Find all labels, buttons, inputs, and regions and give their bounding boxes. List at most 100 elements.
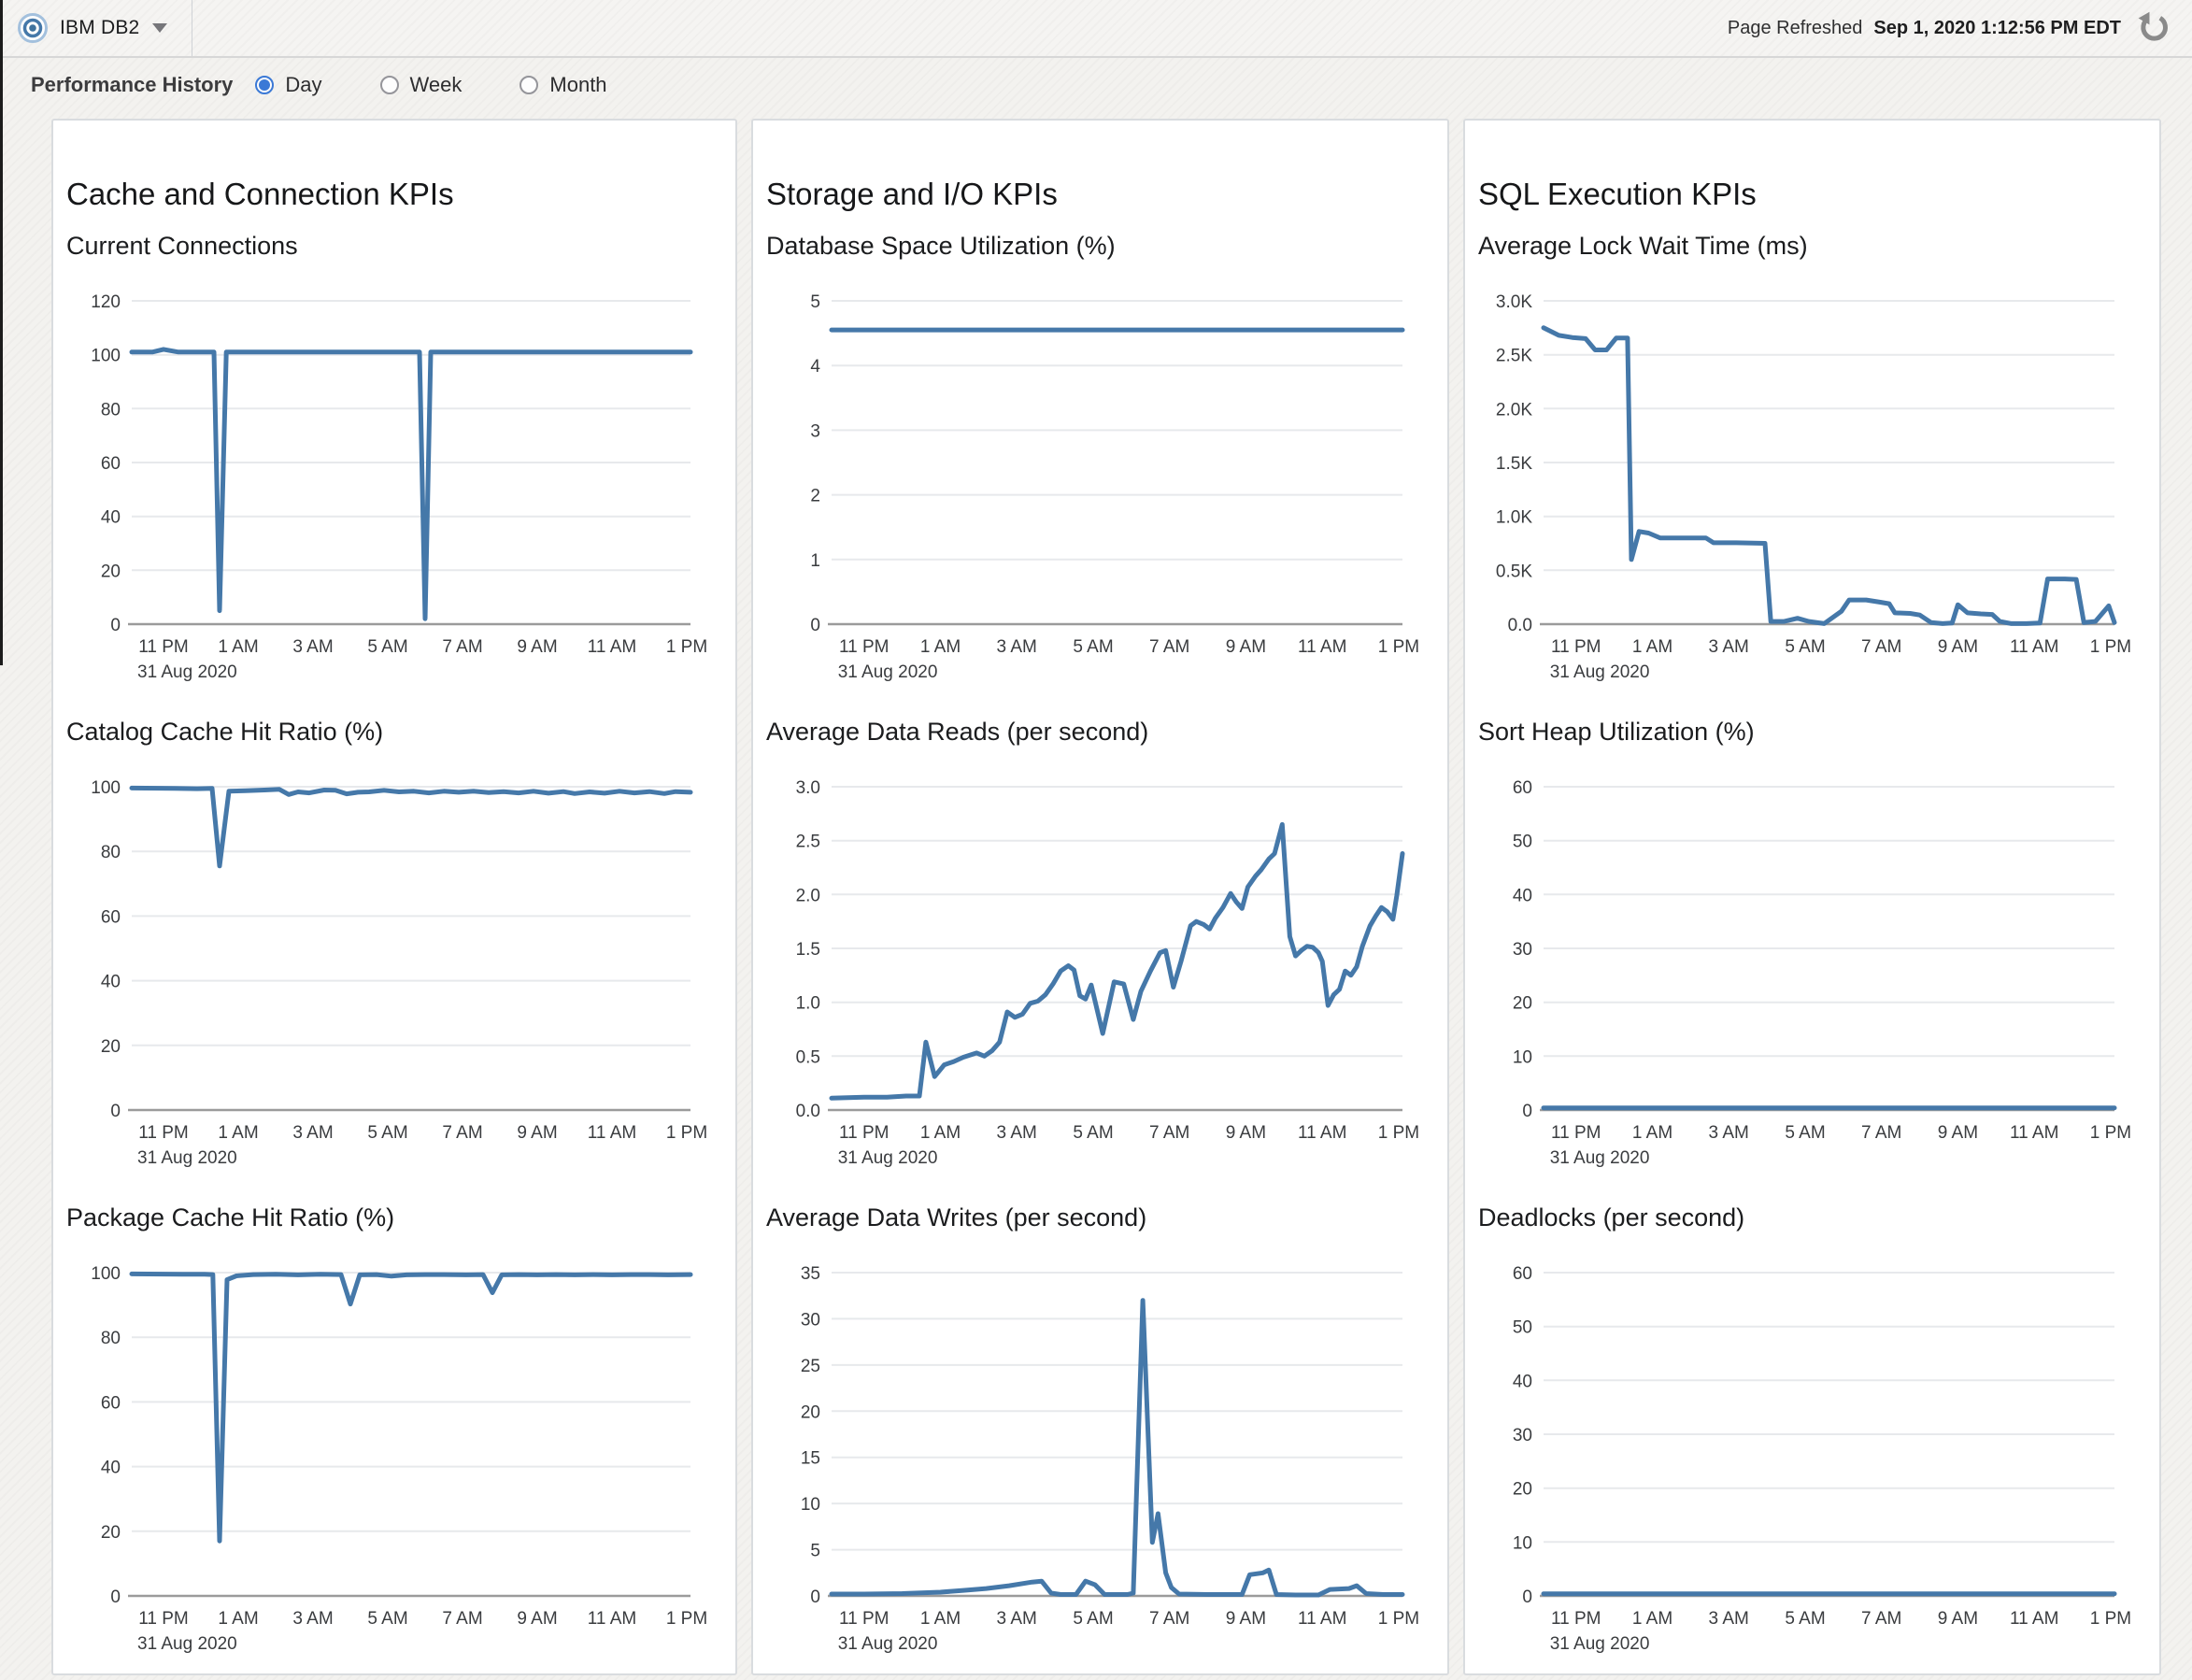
svg-text:80: 80 — [101, 843, 121, 862]
svg-text:1 PM: 1 PM — [1378, 1123, 1419, 1143]
svg-text:1 PM: 1 PM — [1378, 637, 1419, 657]
svg-text:3 AM: 3 AM — [292, 1123, 333, 1143]
svg-text:0: 0 — [810, 616, 820, 635]
svg-text:30: 30 — [1513, 1426, 1532, 1445]
svg-text:5 AM: 5 AM — [1073, 1609, 1113, 1629]
svg-text:50: 50 — [1513, 833, 1532, 852]
svg-text:40: 40 — [1513, 1372, 1532, 1391]
svg-text:7 AM: 7 AM — [1149, 1123, 1189, 1143]
svg-text:11 PM: 11 PM — [1551, 1123, 1601, 1143]
svg-text:3 AM: 3 AM — [1709, 1609, 1749, 1629]
svg-text:3.0K: 3.0K — [1496, 292, 1532, 312]
svg-text:11 PM: 11 PM — [839, 637, 890, 657]
chart-title: Catalog Cache Hit Ratio (%) — [66, 718, 384, 746]
svg-text:9 AM: 9 AM — [1938, 1609, 1978, 1629]
radio-option-week[interactable]: Week — [379, 73, 462, 97]
svg-text:20: 20 — [801, 1402, 820, 1422]
svg-text:31 Aug 2020: 31 Aug 2020 — [838, 1148, 938, 1168]
svg-text:11 AM: 11 AM — [2010, 1123, 2058, 1143]
svg-text:31 Aug 2020: 31 Aug 2020 — [137, 662, 237, 682]
svg-text:1 AM: 1 AM — [1632, 1123, 1672, 1143]
svg-text:20: 20 — [101, 562, 121, 581]
bullseye-icon — [17, 12, 49, 44]
line-chart: 100 80 60 40 20 0 11 PM 1 AM 3 AM 5 AM 7 AM 9 AM 11 … — [91, 1264, 707, 1654]
chart-current-connections: Current Connections 120 100 80 60 40 20 0 11 PM… — [66, 229, 722, 685]
svg-text:9 AM: 9 AM — [517, 1609, 557, 1629]
svg-text:11 AM: 11 AM — [2010, 637, 2058, 657]
radio-month[interactable] — [520, 76, 539, 94]
chart-title: Database Space Utilization (%) — [766, 232, 1116, 260]
svg-text:1 PM: 1 PM — [666, 1123, 707, 1143]
svg-text:80: 80 — [101, 400, 121, 420]
svg-text:3 AM: 3 AM — [1709, 1123, 1749, 1143]
svg-text:1 AM: 1 AM — [920, 637, 961, 657]
svg-text:50: 50 — [1513, 1318, 1532, 1338]
svg-text:1 PM: 1 PM — [666, 637, 707, 657]
svg-text:40: 40 — [1513, 886, 1532, 905]
svg-text:31 Aug 2020: 31 Aug 2020 — [1550, 662, 1650, 682]
chevron-down-icon — [152, 23, 168, 33]
chart-title: Deadlocks (per second) — [1478, 1203, 1745, 1232]
card-cache-and-connection: Cache and Connection KPIs Current Connec… — [51, 119, 737, 1675]
svg-text:60: 60 — [101, 454, 121, 474]
svg-text:30: 30 — [1513, 940, 1532, 960]
svg-text:60: 60 — [1513, 1264, 1532, 1284]
svg-text:1 PM: 1 PM — [1378, 1609, 1419, 1629]
svg-text:60: 60 — [1513, 778, 1532, 798]
svg-text:3 AM: 3 AM — [997, 1609, 1037, 1629]
svg-text:7 AM: 7 AM — [1861, 637, 1901, 657]
radio-week[interactable] — [379, 76, 399, 94]
svg-text:1 PM: 1 PM — [2090, 1609, 2131, 1629]
svg-text:7 AM: 7 AM — [442, 1123, 482, 1143]
svg-text:5 AM: 5 AM — [367, 637, 407, 657]
svg-text:20: 20 — [1513, 1480, 1532, 1500]
chart-sort-heap-utilization: Sort Heap Utilization (%) 60 50 40 30 20 10 0 1… — [1478, 715, 2146, 1171]
svg-text:11 AM: 11 AM — [1298, 1123, 1346, 1143]
database-selector[interactable]: IBM DB2 — [17, 0, 168, 56]
line-chart: 60 50 40 30 20 10 0 11 PM 1 AM 3 AM 5 AM 7 AM 9 AM 11… — [1513, 778, 2131, 1168]
svg-text:0: 0 — [1522, 1102, 1532, 1121]
radio-option-day[interactable]: Day — [255, 73, 322, 97]
card-title: Cache and Connection KPIs — [66, 177, 454, 211]
svg-text:9 AM: 9 AM — [1226, 637, 1266, 657]
svg-text:11 PM: 11 PM — [1551, 637, 1601, 657]
svg-text:10: 10 — [1513, 1533, 1532, 1553]
chart-title: Package Cache Hit Ratio (%) — [66, 1203, 395, 1232]
svg-text:9 AM: 9 AM — [1226, 1123, 1266, 1143]
svg-text:9 AM: 9 AM — [517, 637, 557, 657]
svg-text:7 AM: 7 AM — [1149, 637, 1189, 657]
svg-text:5 AM: 5 AM — [1073, 1123, 1113, 1143]
line-chart: 100 80 60 40 20 0 11 PM 1 AM 3 AM 5 AM 7 AM 9 AM 11 … — [91, 778, 707, 1168]
refresh-button[interactable] — [2134, 8, 2173, 48]
card-title: SQL Execution KPIs — [1478, 177, 1757, 211]
svg-text:3 AM: 3 AM — [997, 1123, 1037, 1143]
svg-text:11 AM: 11 AM — [1298, 637, 1346, 657]
svg-text:0.5: 0.5 — [796, 1047, 820, 1067]
chart-title: Sort Heap Utilization (%) — [1478, 718, 1755, 746]
svg-text:15: 15 — [801, 1449, 820, 1469]
svg-text:10: 10 — [801, 1495, 820, 1515]
radio-day[interactable] — [255, 76, 275, 94]
svg-text:5 AM: 5 AM — [367, 1609, 407, 1629]
card-sql-execution: SQL Execution KPIs Average Lock Wait Tim… — [1463, 119, 2161, 1675]
chart-title: Average Lock Wait Time (ms) — [1478, 232, 1808, 260]
svg-text:2.5K: 2.5K — [1496, 347, 1532, 366]
refresh-icon — [2138, 11, 2168, 41]
svg-text:3.0: 3.0 — [796, 778, 820, 798]
svg-text:3 AM: 3 AM — [292, 637, 333, 657]
radio-option-month[interactable]: Month — [520, 73, 607, 97]
svg-text:9 AM: 9 AM — [517, 1123, 557, 1143]
svg-text:100: 100 — [91, 1264, 121, 1284]
svg-text:5: 5 — [810, 292, 820, 312]
svg-text:60: 60 — [101, 1393, 121, 1413]
svg-text:40: 40 — [101, 1459, 121, 1478]
svg-text:2.0K: 2.0K — [1496, 400, 1532, 420]
svg-text:9 AM: 9 AM — [1938, 637, 1978, 657]
svg-text:5 AM: 5 AM — [367, 1123, 407, 1143]
performance-history-label: Performance History — [31, 73, 234, 96]
svg-text:1 AM: 1 AM — [218, 637, 258, 657]
svg-text:60: 60 — [101, 907, 121, 927]
svg-text:1.0K: 1.0K — [1496, 508, 1532, 528]
svg-text:10: 10 — [1513, 1047, 1532, 1067]
svg-text:100: 100 — [91, 778, 121, 798]
